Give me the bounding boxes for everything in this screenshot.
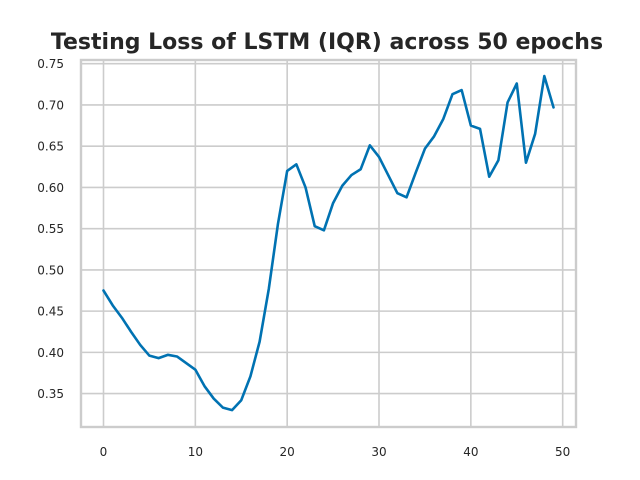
x-axis-ticks: 0 10 20 30 40 50 <box>100 445 571 459</box>
y-tick-label: 0.50 <box>37 263 64 277</box>
series-line <box>102 74 555 412</box>
x-tick-label: 30 <box>371 445 386 459</box>
x-tick-label: 10 <box>188 445 203 459</box>
chart-title: Testing Loss of LSTM (IQR) across 50 epo… <box>51 30 603 55</box>
grid <box>81 60 576 427</box>
series <box>102 74 555 412</box>
y-tick-label: 0.60 <box>37 181 64 195</box>
y-tick-label: 0.35 <box>37 387 64 401</box>
y-tick-label: 0.45 <box>37 305 64 319</box>
x-tick-label: 50 <box>555 445 570 459</box>
x-tick-label: 40 <box>463 445 478 459</box>
x-tick-label: 20 <box>280 445 295 459</box>
y-tick-label: 0.70 <box>37 98 64 112</box>
y-axis-ticks: 0.35 0.40 0.45 0.50 0.55 0.60 0.65 0.70 0.75 <box>37 57 64 401</box>
y-tick-label: 0.75 <box>37 57 64 71</box>
y-tick-label: 0.65 <box>37 140 64 154</box>
x-tick-label: 0 <box>100 445 108 459</box>
plot-frame <box>79 58 578 429</box>
y-tick-label: 0.40 <box>37 346 64 360</box>
y-tick-label: 0.55 <box>37 222 64 236</box>
